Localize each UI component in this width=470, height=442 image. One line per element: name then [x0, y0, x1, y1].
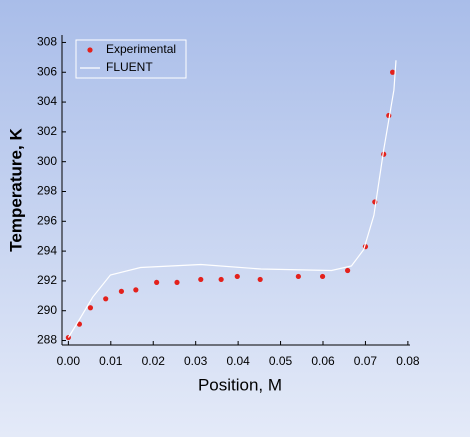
legend-marker [87, 47, 93, 53]
x-tick-label: 0.03 [184, 354, 208, 368]
data-point [345, 267, 351, 274]
y-tick-label: 296 [37, 213, 57, 227]
y-tick-label: 308 [37, 35, 57, 49]
y-tick-label: 304 [37, 94, 57, 108]
x-axis-title: Position, M [198, 375, 282, 394]
legend-label: Experimental [106, 42, 176, 56]
legend-label: FLUENT [106, 60, 153, 74]
data-point [118, 288, 125, 294]
y-tick-label: 288 [37, 333, 57, 347]
data-point [319, 273, 326, 280]
y-tick-label: 302 [37, 124, 57, 138]
data-point [174, 279, 180, 286]
data-point [133, 287, 139, 293]
x-tick-label: 0.08 [396, 354, 420, 368]
x-tick-label: 0.00 [57, 354, 81, 368]
y-tick-label: 298 [37, 184, 57, 198]
x-tick-label: 0.07 [354, 354, 378, 368]
data-point [295, 273, 301, 280]
y-tick-label: 300 [37, 154, 57, 168]
x-tick-label: 0.04 [226, 354, 250, 368]
data-point [257, 276, 263, 283]
y-tick-label: 306 [37, 64, 57, 78]
data-point [198, 276, 204, 283]
x-tick-label: 0.06 [311, 354, 335, 368]
y-tick-label: 292 [37, 273, 57, 287]
data-point [390, 69, 396, 75]
x-tick-label: 0.05 [269, 354, 293, 368]
data-point [234, 273, 240, 280]
fluent-line [67, 60, 397, 338]
data-point [103, 296, 109, 302]
y-axis-title: Temperature, K [6, 128, 25, 252]
data-point [87, 305, 94, 311]
x-tick-label: 0.01 [99, 354, 123, 368]
y-tick-label: 290 [37, 303, 57, 317]
data-point [218, 276, 224, 283]
x-tick-label: 0.02 [142, 354, 166, 368]
data-point [154, 279, 160, 286]
data-point [76, 321, 82, 327]
legend-box [75, 39, 187, 79]
y-tick-label: 294 [37, 243, 57, 257]
